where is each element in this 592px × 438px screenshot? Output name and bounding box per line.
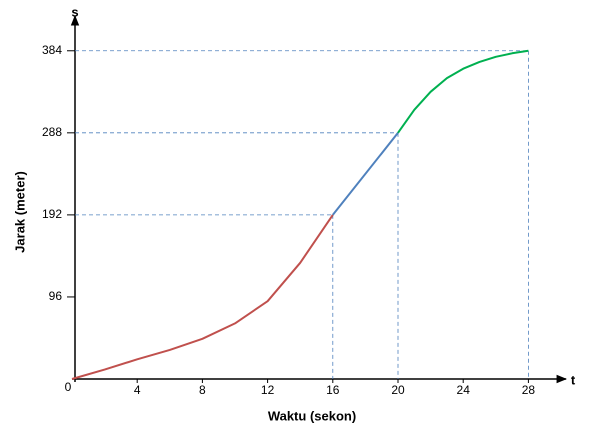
x-axis-symbol: t <box>571 372 576 387</box>
x-tick-label: 24 <box>457 383 471 397</box>
y-tick-label: 192 <box>42 207 62 221</box>
x-tick-label: 8 <box>199 383 206 397</box>
x-tick-label: 4 <box>134 383 141 397</box>
y-tick-label: 288 <box>42 125 62 139</box>
x-tick-label: 28 <box>522 383 536 397</box>
y-axis-label: Jarak (meter) <box>12 171 27 253</box>
series-line <box>71 214 334 380</box>
series-line <box>397 49 529 134</box>
x-tick-label: 0 <box>65 380 72 394</box>
x-axis-label: Waktu (sekon) <box>268 408 356 423</box>
x-tick-label: 12 <box>261 383 275 397</box>
y-tick-label: 96 <box>49 289 63 303</box>
series-line <box>332 132 399 216</box>
x-tick-label: 20 <box>391 383 405 397</box>
y-axis-symbol: s <box>71 4 78 19</box>
y-tick-label: 384 <box>42 43 62 57</box>
x-tick-label: 16 <box>326 383 340 397</box>
